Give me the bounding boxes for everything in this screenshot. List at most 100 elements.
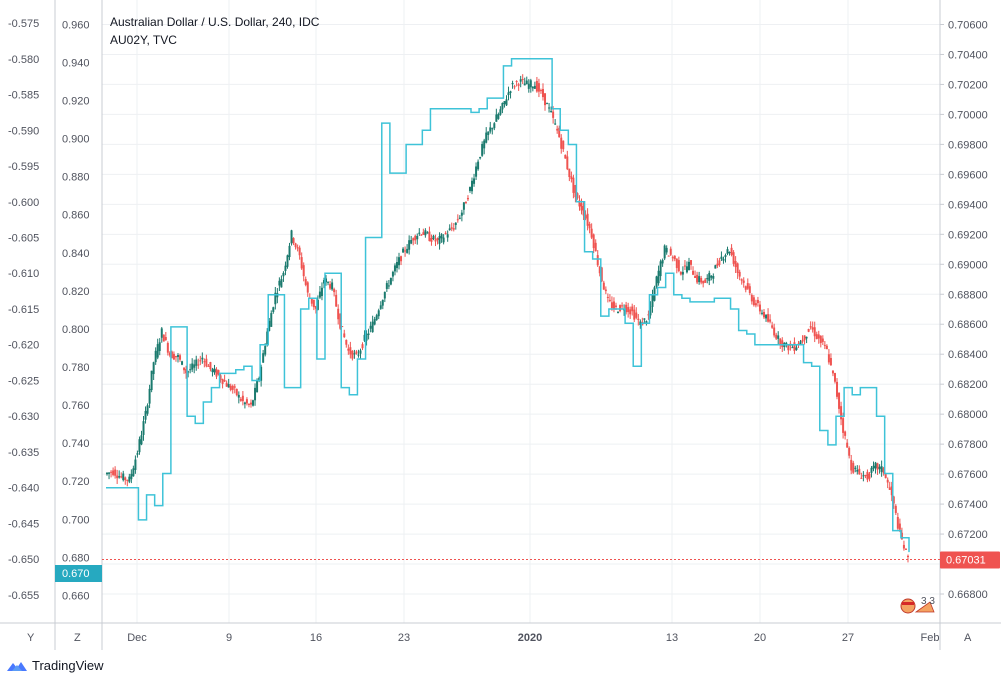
candle-body xyxy=(659,261,662,277)
candle-body xyxy=(663,245,666,259)
candle-body xyxy=(683,265,686,267)
right-tick-label: 0.67200 xyxy=(948,529,988,541)
candle-body xyxy=(215,369,218,377)
candle-body xyxy=(763,311,766,318)
candle-body xyxy=(511,83,514,85)
candle-body xyxy=(426,232,429,234)
candle-body xyxy=(436,238,439,241)
candle-body xyxy=(418,232,421,234)
candle-body xyxy=(213,368,216,373)
candle-body xyxy=(170,351,173,359)
candle-body xyxy=(840,406,843,420)
candle-body xyxy=(598,266,601,274)
candle-body xyxy=(322,280,325,284)
candle-body xyxy=(627,307,630,313)
economic-event-badge[interactable]: 3 3 xyxy=(900,596,935,614)
candle-body xyxy=(302,265,305,277)
candle-body xyxy=(665,247,668,253)
candle-body xyxy=(882,467,885,474)
candle-body xyxy=(389,277,392,285)
candle-body xyxy=(704,279,707,283)
candle-body xyxy=(118,476,121,478)
candle-body xyxy=(438,236,441,244)
candle-body xyxy=(710,275,713,278)
candle-body xyxy=(339,313,342,329)
candle-body xyxy=(150,370,153,391)
auto-scale-button[interactable]: A xyxy=(964,632,972,644)
candle-body xyxy=(870,467,873,473)
candle-body xyxy=(191,363,194,370)
flag-icon xyxy=(900,598,916,614)
candle-body xyxy=(404,250,407,252)
y-button[interactable]: Y xyxy=(27,632,35,644)
candle-body xyxy=(858,468,861,475)
mid-tick-label: 0.840 xyxy=(62,248,90,260)
candle-body xyxy=(473,178,476,184)
x-tick-label: 20 xyxy=(754,632,766,644)
mid-tick-label: 0.880 xyxy=(62,172,90,184)
candle-body xyxy=(639,321,642,325)
candle-body xyxy=(864,474,867,476)
candle-body xyxy=(643,318,646,320)
candle-body xyxy=(179,355,182,360)
candle-body xyxy=(655,276,658,287)
candle-body xyxy=(483,140,486,149)
candle-body xyxy=(383,291,386,299)
candle-body xyxy=(596,255,599,266)
right-tick-label: 0.68800 xyxy=(948,289,988,301)
candle-body xyxy=(894,505,897,513)
candle-body xyxy=(227,384,230,388)
candle-body xyxy=(592,234,595,249)
candle-body xyxy=(211,369,214,373)
tradingview-logo[interactable]: TradingView xyxy=(6,658,104,673)
candle-body xyxy=(286,255,289,267)
candle-body xyxy=(290,230,293,244)
candle-body xyxy=(420,234,423,236)
x-tick-label: 2020 xyxy=(518,632,542,644)
candle-body xyxy=(872,465,875,469)
candle-body xyxy=(728,252,731,254)
candle-body xyxy=(777,335,780,339)
left-tick-label: -0.640 xyxy=(8,483,39,495)
candle-body xyxy=(811,327,814,330)
candle-body xyxy=(805,336,808,339)
candle-body xyxy=(140,435,143,445)
candle-body xyxy=(318,291,321,298)
candle-body xyxy=(489,127,492,132)
candle-body xyxy=(566,156,569,170)
candle-body xyxy=(172,353,175,360)
candle-body xyxy=(578,200,581,207)
candle-body xyxy=(185,368,188,374)
candle-body xyxy=(548,107,551,109)
candle-body xyxy=(487,131,490,136)
candle-body xyxy=(270,313,273,327)
candle-body xyxy=(750,295,753,302)
candle-body xyxy=(195,359,198,366)
candle-body xyxy=(896,516,899,529)
candle-body xyxy=(254,387,257,401)
candle-body xyxy=(633,309,636,320)
candle-body xyxy=(904,548,907,550)
candle-body xyxy=(176,355,179,357)
candle-body xyxy=(556,128,559,131)
candle-body xyxy=(327,281,330,283)
candle-body xyxy=(696,274,699,283)
candle-body xyxy=(298,247,301,256)
candle-body xyxy=(393,265,396,272)
candle-body xyxy=(292,238,295,244)
candle-body xyxy=(906,555,909,558)
candle-body xyxy=(657,270,660,284)
candle-body xyxy=(702,280,705,284)
candle-body xyxy=(673,255,676,260)
candle-body xyxy=(402,248,405,253)
candle-body xyxy=(846,442,849,448)
candle-body xyxy=(754,303,757,306)
candle-body xyxy=(207,365,210,367)
candle-body xyxy=(610,302,613,308)
z-button[interactable]: Z xyxy=(74,632,81,644)
candle-body xyxy=(497,114,500,119)
candle-body xyxy=(491,128,494,130)
candle-body xyxy=(574,185,577,198)
candle-body xyxy=(886,479,889,483)
chart-canvas[interactable]: -0.575 -0.580 -0.585 -0.590 -0.595 -0.600 -0.6… xyxy=(0,0,1001,650)
